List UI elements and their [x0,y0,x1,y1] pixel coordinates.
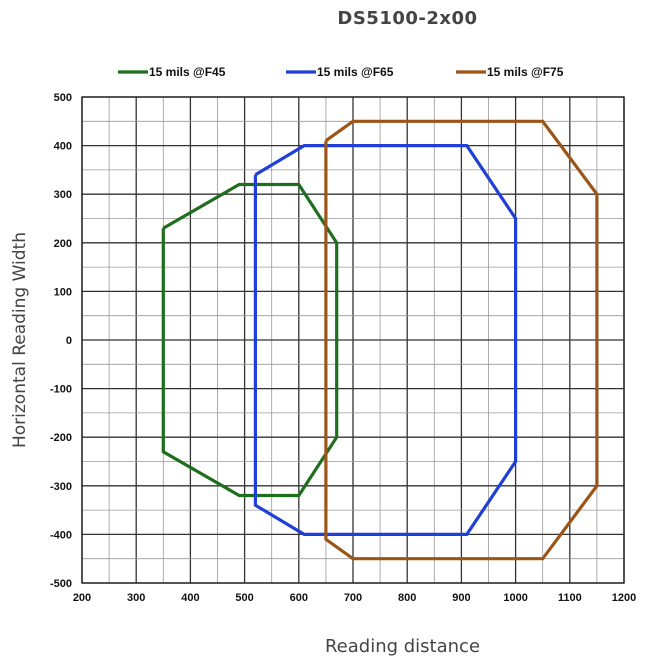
x-tick-label: 1200 [612,592,636,604]
x-tick-label: 900 [452,592,470,604]
series-line-1 [161,182,339,498]
x-tick-label: 600 [290,592,308,604]
legend-label: 15 mils @F65 [317,65,394,79]
y-tick-label: 400 [54,141,72,153]
legend-label: 15 mils @F75 [487,65,564,79]
y-tick-label: -500 [50,578,72,590]
x-tick-label: 200 [73,592,91,604]
x-axis-label: Reading distance [324,636,481,657]
series [161,119,599,561]
y-tick-label: -400 [50,529,72,541]
plot-border [81,96,625,584]
axes: 200 300 400 500 600 700 800 900 1000 1100 12005004… [50,92,636,604]
x-tick-label: 400 [181,592,199,604]
x-tick-label: 300 [127,592,145,604]
legend-label: 15 mils @F45 [149,65,226,79]
y-tick-label: -300 [50,481,72,493]
y-tick-label: 300 [54,189,72,201]
legend: 15 mils @F45 15 mils @F65 15 mils @F75 [118,65,564,79]
x-tick-label: 800 [398,592,416,604]
x-tick-label: 1100 [558,592,582,604]
x-tick-label: 500 [235,592,253,604]
y-tick-label: 500 [54,92,72,104]
y-tick-label: 0 [66,335,72,347]
y-tick-label: -200 [50,432,72,444]
chart-title: DS5100-2x00 [337,8,478,29]
series-line-2 [253,144,518,537]
x-tick-label: 1000 [503,592,527,604]
series-line-3 [324,119,599,561]
y-tick-label: 200 [54,238,72,250]
x-tick-label: 700 [344,592,362,604]
y-tick-label: 100 [54,286,72,298]
y-tick-label: -100 [50,384,72,396]
